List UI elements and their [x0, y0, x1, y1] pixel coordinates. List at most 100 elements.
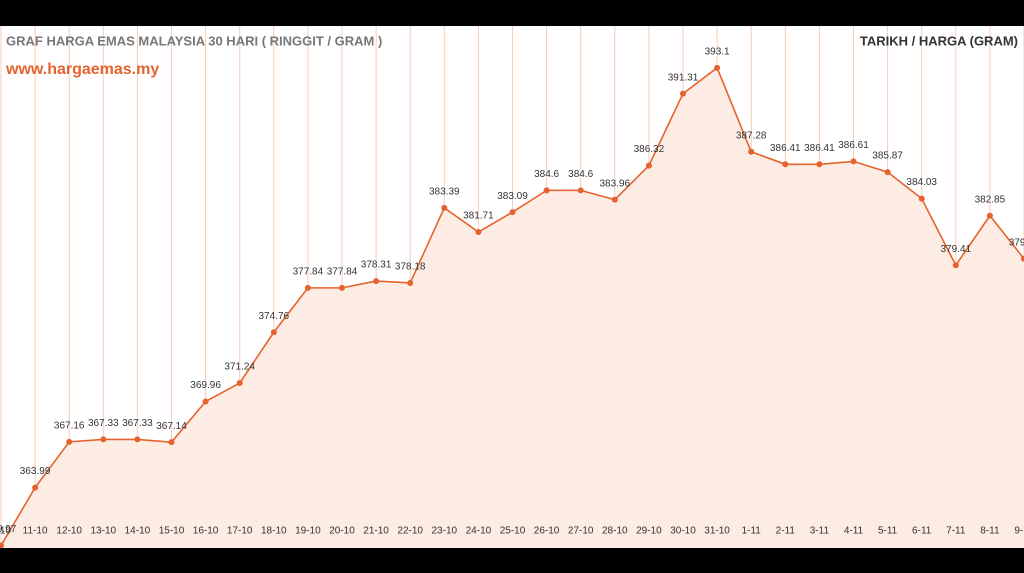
x-tick-label: 26-10 [534, 526, 560, 537]
point [475, 229, 482, 236]
value-label: 387.28 [736, 130, 767, 141]
x-tick-label: 27-10 [568, 526, 594, 537]
value-label: 379.86 [1009, 237, 1024, 248]
point [884, 169, 891, 176]
x-tick-label: 5-11 [878, 526, 898, 537]
x-tick-label: 4-11 [844, 526, 864, 537]
value-label: 386.41 [804, 143, 835, 154]
value-label: 378.18 [395, 262, 426, 273]
point [134, 436, 141, 443]
x-tick-label: 29-10 [636, 526, 662, 537]
x-tick-label: 21-10 [363, 526, 389, 537]
point [816, 161, 823, 168]
value-label: 377.84 [293, 267, 324, 278]
point [509, 209, 516, 216]
chart-title: GRAF HARGA EMAS MALAYSIA 30 HARI ( RINGG… [6, 33, 382, 48]
value-label: 393.1 [705, 46, 730, 57]
area [1, 67, 1024, 548]
x-tick-label: 14-10 [125, 526, 151, 537]
point [236, 380, 243, 387]
point [611, 196, 618, 203]
point [0, 542, 4, 548]
x-tick-label: 6-11 [912, 526, 932, 537]
value-label: 367.14 [156, 421, 187, 432]
value-label: 367.33 [88, 418, 119, 429]
point [1021, 255, 1024, 262]
point [270, 329, 277, 336]
point [373, 278, 380, 285]
point [645, 162, 652, 169]
value-label: 385.87 [872, 151, 903, 162]
point [748, 148, 755, 155]
x-tick-label: 24-10 [466, 526, 492, 537]
x-tick-label: 19-10 [295, 526, 321, 537]
value-label: 377.84 [327, 267, 358, 278]
x-tick-label: 31-10 [704, 526, 730, 537]
x-tick-label: 20-10 [329, 526, 355, 537]
x-tick-label: 22-10 [397, 526, 423, 537]
x-tick-label: 12-10 [56, 526, 82, 537]
value-label: 386.41 [770, 143, 801, 154]
x-tick-label: 16-10 [193, 526, 219, 537]
point [407, 279, 414, 286]
point [100, 436, 107, 443]
value-label: 383.09 [497, 191, 528, 202]
point [850, 158, 857, 165]
value-label: 384.03 [906, 177, 937, 188]
x-tick-label: 15-10 [159, 526, 185, 537]
point [577, 187, 584, 194]
annotation: TARIKH / HARGA (GRAM) [860, 33, 1018, 48]
x-tick-label: 3-11 [810, 526, 830, 537]
value-label: 384.6 [568, 169, 593, 180]
point [441, 204, 448, 211]
point [782, 161, 789, 168]
value-label: 367.16 [54, 421, 85, 432]
value-label: 359.97 [0, 524, 17, 535]
x-tick-label: 9-11 [1014, 526, 1024, 537]
x-tick-label: 8-11 [980, 526, 1000, 537]
value-label: 379.41 [941, 244, 972, 255]
value-label: 384.6 [534, 169, 559, 180]
x-tick-label: 30-10 [670, 526, 696, 537]
point [714, 64, 721, 71]
value-label: 386.61 [838, 140, 869, 151]
value-label: 367.33 [122, 418, 153, 429]
point [339, 284, 345, 291]
point [202, 398, 209, 405]
value-label: 382.85 [975, 194, 1006, 205]
x-tick-label: 9-10 [0, 526, 11, 537]
x-tick-label: 28-10 [602, 526, 628, 537]
x-tick-label: 11-10 [23, 526, 48, 537]
value-label: 383.96 [600, 178, 631, 189]
value-label: 378.31 [361, 260, 392, 271]
point [168, 439, 175, 446]
point [304, 284, 311, 291]
value-label: 363.99 [20, 466, 51, 477]
x-tick-label: 23-10 [432, 526, 458, 537]
value-label: 386.32 [634, 144, 665, 155]
chart-subtitle: www.hargaemas.my [5, 61, 159, 78]
point [66, 438, 73, 445]
value-label: 381.71 [463, 211, 494, 222]
x-tick-label: 2-11 [776, 526, 796, 537]
x-tick-label: 18-10 [261, 526, 287, 537]
point [986, 212, 993, 219]
x-tick-label: 25-10 [500, 526, 526, 537]
plot: 359.979-10 363.99 11-10 367.16 12-10 367.33 13… [0, 26, 1024, 548]
point [543, 187, 550, 194]
value-label: 391.31 [668, 72, 699, 83]
value-label: 383.39 [429, 186, 460, 197]
point [918, 195, 925, 202]
value-label: 374.76 [259, 311, 290, 322]
x-tick-label: 13-10 [91, 526, 117, 537]
x-tick-label: 7-11 [946, 526, 966, 537]
x-tick-label: 17-10 [227, 526, 253, 537]
point [32, 484, 39, 491]
value-label: 371.24 [224, 362, 255, 373]
point [952, 262, 959, 269]
value-label: 369.96 [190, 380, 221, 391]
x-tick-label: 1-11 [742, 526, 762, 537]
point [680, 90, 686, 97]
